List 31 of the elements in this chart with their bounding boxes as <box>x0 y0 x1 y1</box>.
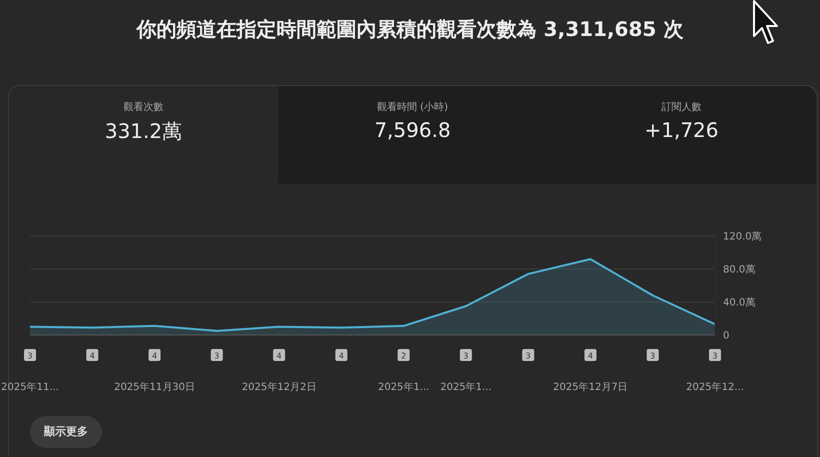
category-label: 訂閱人數 <box>660 100 702 114</box>
text: +1,726 <box>644 118 718 142</box>
text: 你的頻道在指定時間範圍內累積的觀看次數為 3,311,685 次 <box>135 16 684 43</box>
text: 331.2萬 <box>104 119 182 143</box>
y-tick-label: 40.0萬 <box>723 296 756 309</box>
category-label: 觀看時間 (小時) <box>376 100 449 114</box>
y-tick-label: 120.0萬 <box>723 230 762 243</box>
x-tick-label: 2025年1... <box>440 381 492 393</box>
text: 4 <box>338 352 344 360</box>
text: 3 <box>27 352 33 360</box>
text: 3 <box>463 352 468 360</box>
show-more-button: 顯示更多 <box>30 416 102 448</box>
category-label: 觀看次數 <box>122 100 164 114</box>
x-tick-label: 2025年11... <box>1 381 59 393</box>
x-tick-label: 2025年12月2日 <box>242 381 316 393</box>
y-tick-label: 80.0萬 <box>723 264 756 276</box>
text: 3 <box>214 352 220 360</box>
x-tick-label: 2025年1... <box>378 381 430 393</box>
text: 2 <box>401 352 406 360</box>
text: 4 <box>90 352 95 360</box>
text: 3 <box>650 352 656 360</box>
text: 4 <box>152 352 158 360</box>
x-tick-label: 2025年12月7日 <box>553 381 628 393</box>
y-tick-label: 0 <box>723 330 730 342</box>
text: 3 <box>526 352 531 360</box>
x-tick-label: 2025年12... <box>686 381 744 393</box>
x-tick-label: 2025年11月30日 <box>114 381 195 393</box>
text: 4 <box>588 352 593 360</box>
text: 7,596.8 <box>374 118 451 142</box>
text: 3 <box>712 352 718 360</box>
text: 4 <box>276 352 282 360</box>
